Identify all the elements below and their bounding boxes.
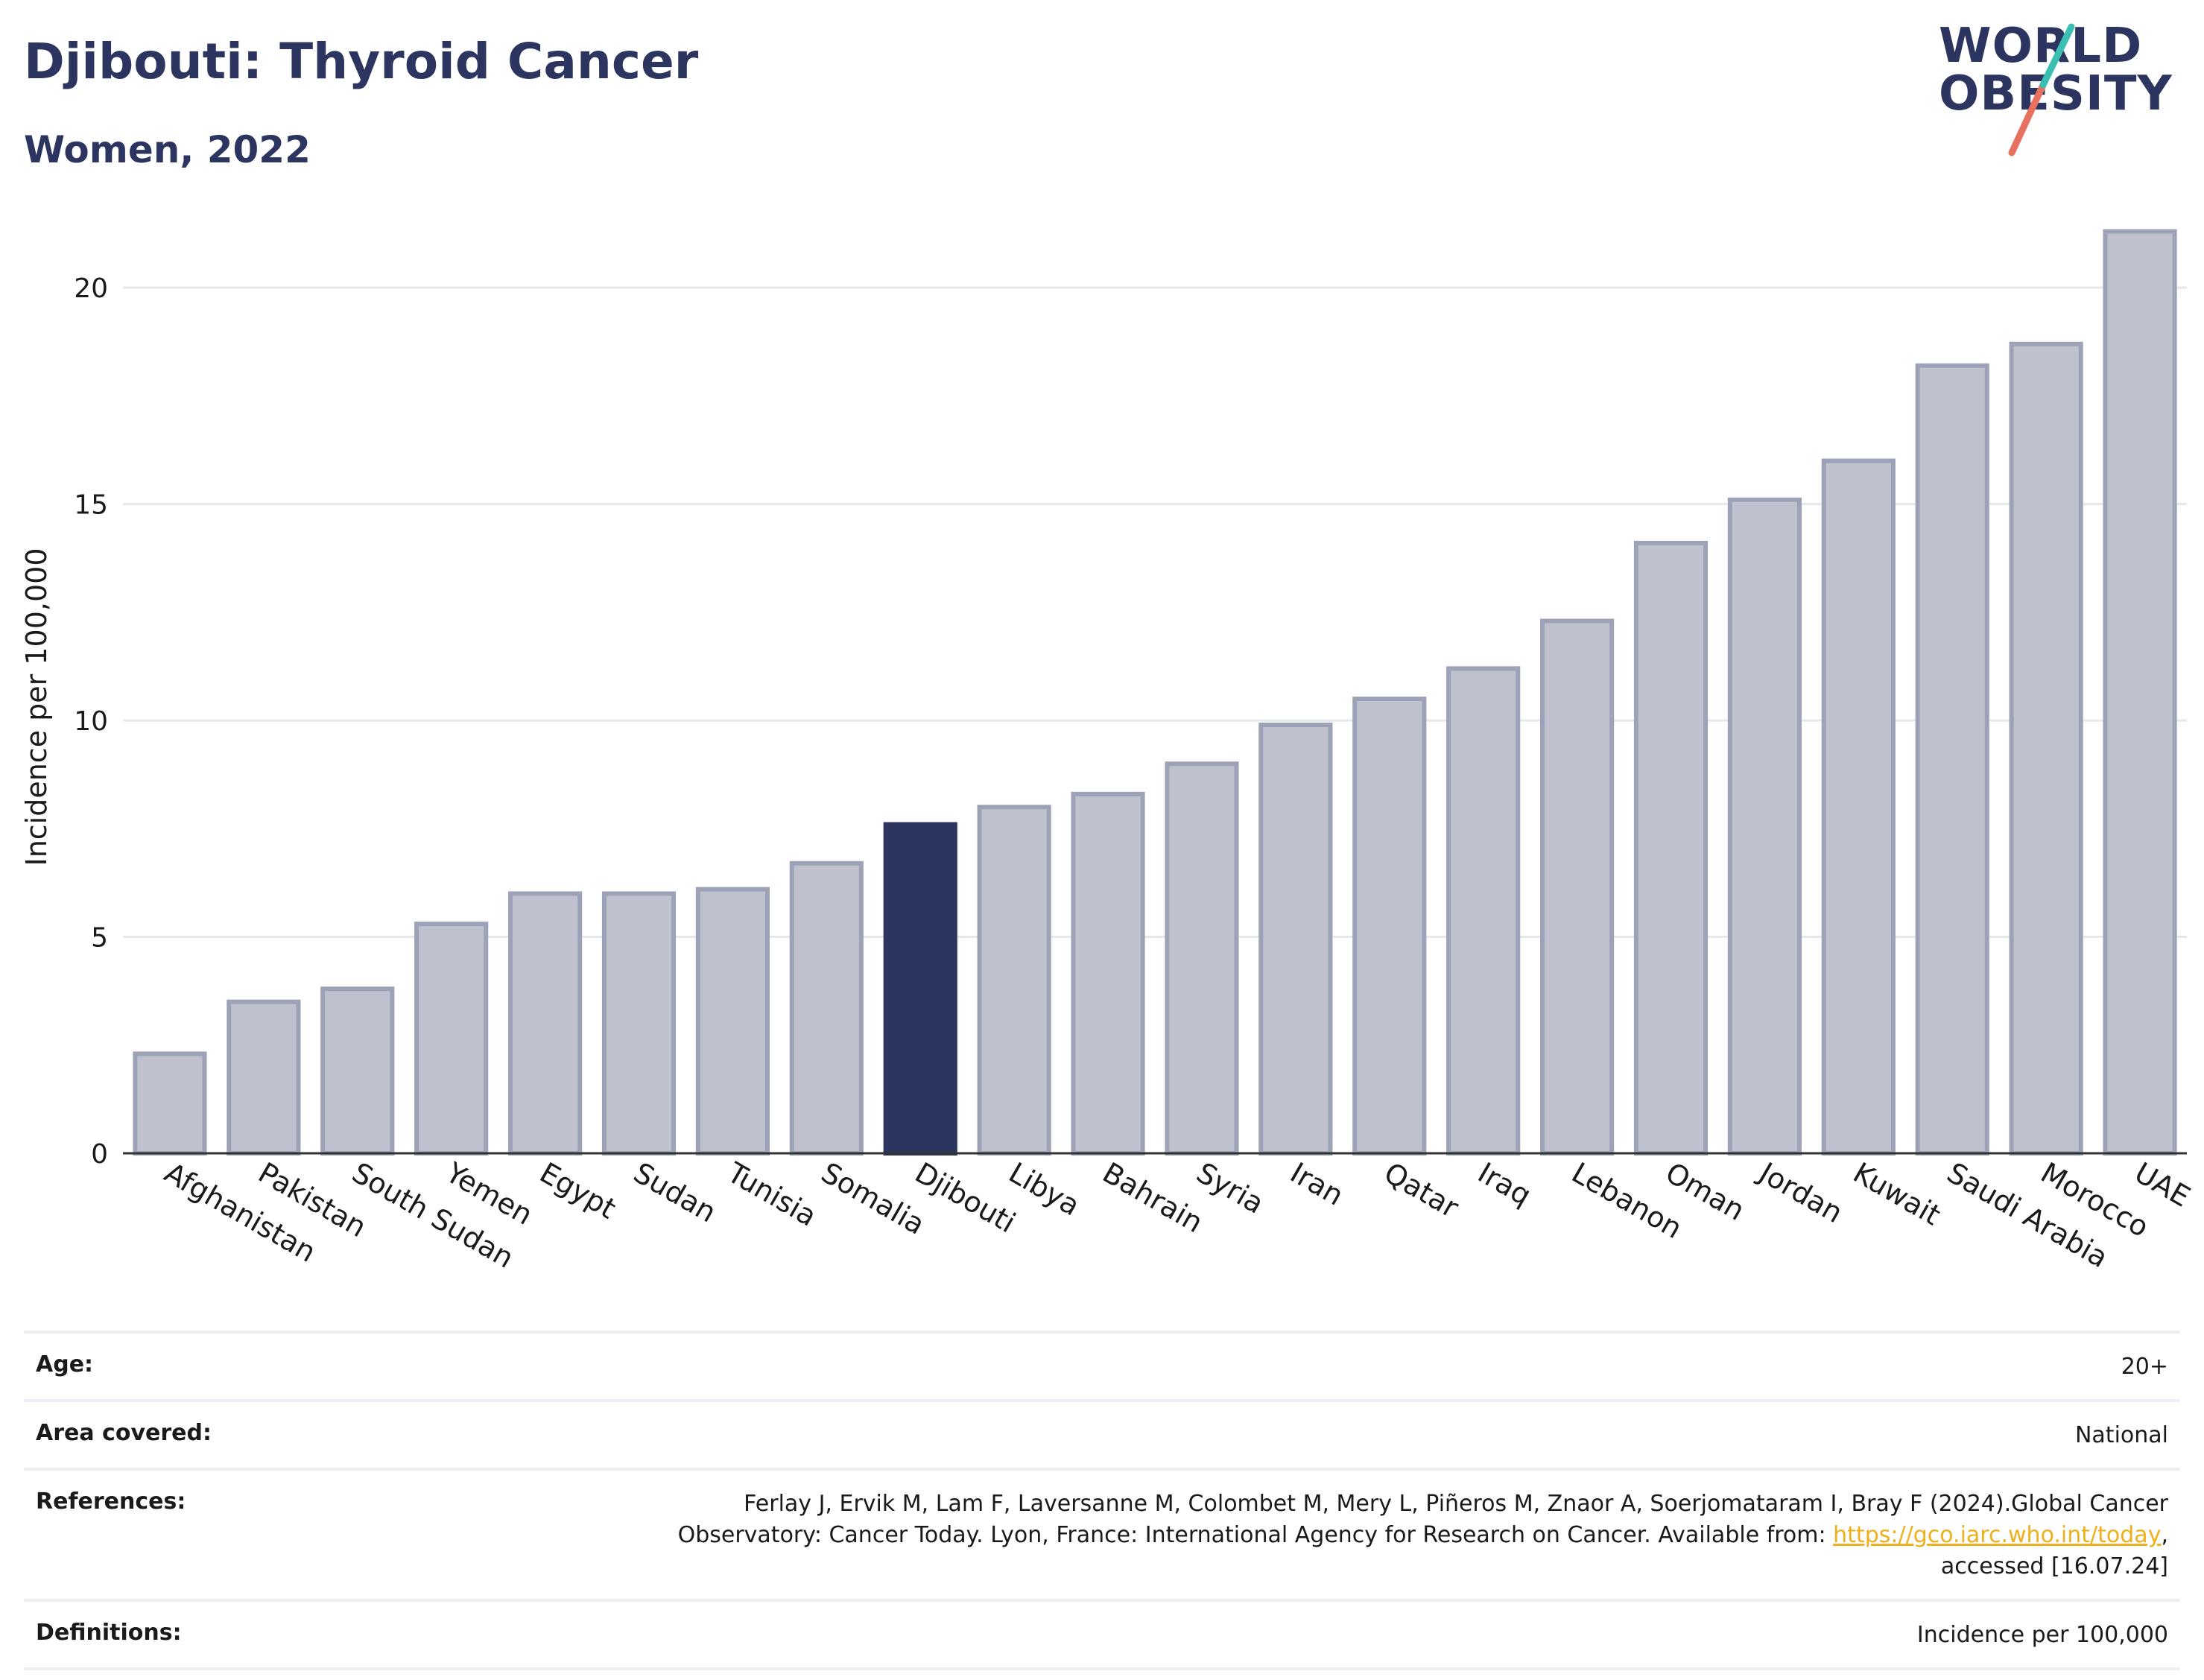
y-axis-label: Incidence per 100,000 (20, 548, 53, 866)
references-value: Ferlay J, Ervik M, Lam F, Laversanne M, … (678, 1489, 2168, 1582)
bar-djibouti (883, 822, 957, 1156)
x-tick-label: South Sudan (346, 1156, 519, 1275)
area-label: Area covered: (36, 1420, 212, 1446)
bar-syria (1165, 761, 1239, 1156)
bar-bahrain (1071, 791, 1145, 1156)
world-obesity-logo: WORLD OBESITY (1939, 22, 2185, 156)
references-line2: Observatory: Cancer Today. Lyon, France:… (678, 1520, 2168, 1551)
x-tick-label: Djibouti (910, 1156, 1022, 1240)
x-tick-label: Somalia (816, 1156, 931, 1241)
bar-qatar (1352, 697, 1427, 1156)
x-tick-label: Qatar (1378, 1156, 1464, 1225)
x-tick-label: Egypt (534, 1156, 621, 1226)
x-tick-label: Tunisia (721, 1156, 822, 1233)
references-label: References: (36, 1489, 186, 1515)
logo-slash-icon (2008, 23, 2075, 156)
bars (133, 229, 2177, 1156)
bar-yemen (414, 922, 489, 1156)
x-tick-label: Bahrain (1098, 1156, 1209, 1240)
logo-text-line2: OBESITY (1939, 66, 2173, 121)
meta-row-references: References: Ferlay J, Ervik M, Lam F, La… (24, 1468, 2180, 1599)
meta-row-definitions: Definitions: Incidence per 100,000 (24, 1599, 2180, 1670)
y-tick-label: 5 (91, 923, 108, 954)
age-value: 20+ (2121, 1354, 2168, 1380)
definitions-value: Incidence per 100,000 (1916, 1622, 2168, 1648)
bar-somalia (789, 860, 864, 1156)
x-tick-label: Iraq (1472, 1156, 1536, 1212)
page-title: Djibouti: Thyroid Cancer (24, 33, 699, 90)
page-subtitle: Women, 2022 (24, 128, 311, 171)
references-line2-text: Observatory: Cancer Today. Lyon, France:… (677, 1522, 1834, 1548)
logo-text-line1: WORLD (1939, 19, 2143, 74)
y-tick-label: 0 (91, 1139, 108, 1170)
x-tick-label: Jordan (1752, 1156, 1848, 1230)
bar-jordan (1727, 497, 1802, 1156)
bar-oman (1633, 540, 1709, 1156)
definitions-label: Definitions: (36, 1620, 182, 1646)
bar-egypt (508, 891, 583, 1156)
bar-sudan (601, 891, 677, 1156)
bar-iraq (1446, 666, 1521, 1156)
meta-row-age: Age: 20+ (24, 1331, 2180, 1399)
x-tick-label: Sudan (628, 1156, 722, 1229)
bar-pakistan (227, 999, 301, 1156)
references-link[interactable]: https://gco.iarc.who.int/today (1833, 1522, 2162, 1548)
bar-lebanon (1540, 618, 1615, 1156)
references-line3: accessed [16.07.24] (1940, 1553, 2168, 1579)
bar-afghanistan (133, 1051, 207, 1156)
y-tick-label: 20 (74, 273, 108, 304)
y-tick-label: 15 (74, 490, 108, 521)
bar-morocco (2009, 341, 2083, 1156)
references-line2-end: , (2161, 1522, 2168, 1548)
bar-tunisia (695, 887, 770, 1156)
bar-kuwait (1821, 458, 1896, 1156)
x-tick-label: Saudi Arabia (1942, 1156, 2114, 1275)
bar-iran (1258, 722, 1333, 1156)
bar-south-sudan (320, 986, 395, 1156)
bar-uae (2103, 229, 2177, 1156)
x-tick-label: UAE (2129, 1156, 2196, 1214)
area-value: National (2074, 1422, 2168, 1448)
x-tick-label: Kuwait (1848, 1156, 1946, 1232)
metadata-table: Age: 20+ Area covered: National Referenc… (24, 1331, 2180, 1670)
y-tick-label: 10 (74, 706, 108, 737)
meta-row-area: Area covered: National (24, 1399, 2180, 1468)
age-label: Age: (36, 1351, 94, 1378)
x-tick-label: Iran (1285, 1156, 1349, 1212)
bar-saudi-arabia (1915, 363, 1989, 1156)
bar-libya (977, 805, 1051, 1156)
references-line1: Ferlay J, Ervik M, Lam F, Laversanne M, … (744, 1491, 2168, 1517)
